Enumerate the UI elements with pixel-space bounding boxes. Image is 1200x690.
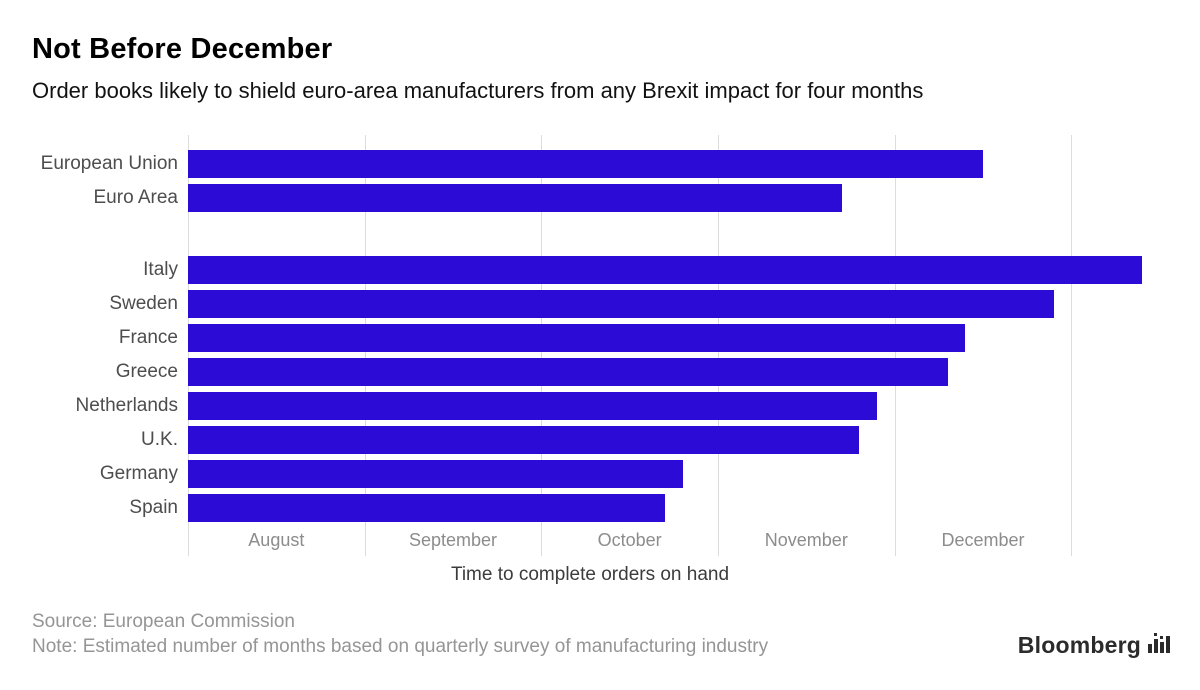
x-tick-label: August [248,530,305,550]
bar [188,494,665,522]
x-axis-title: Time to complete orders on hand [450,564,730,585]
bar-row: Italy [143,253,1172,287]
bar-row: Euro Area [94,181,1172,215]
category-label: Spain [129,497,178,518]
bloomberg-logo: Bloomberg [1018,632,1170,659]
bar-row: Netherlands [76,389,1172,423]
bar [188,426,860,454]
category-label: Italy [143,259,178,280]
bar [188,256,1142,284]
chart-subtitle: Order books likely to shield euro-area m… [32,78,924,103]
bar [188,150,983,178]
x-tick-label: October [597,530,662,550]
category-label: Netherlands [75,395,178,416]
gridline [1071,135,1073,556]
category-label: Sweden [109,293,178,314]
bloomberg-chart-icon [1148,632,1170,659]
source-line: Source: European Commission [32,611,295,632]
bar-row: Germany [100,457,1172,491]
bar-row: Sweden [109,287,1172,321]
category-label: Euro Area [93,187,179,208]
bar-row: Greece [116,355,1172,389]
category-label: France [118,327,178,348]
category-label: U.K. [141,429,178,450]
page-title: Not Before December [32,33,333,65]
bar [188,392,877,420]
note-line: Note: Estimated number of months based o… [32,636,769,657]
x-tick-label: November [764,530,848,550]
x-axis-tick-labels: August September October November December [188,525,1172,556]
bar-row: Spain [129,491,1172,525]
bar-rows: European Union Euro Area Italy Sweden France… [41,147,1172,525]
x-tick-label: September [408,530,498,550]
group-spacer [188,215,1172,253]
bar [188,358,948,386]
bar-chart: European Union Euro Area Italy Sweden France… [41,135,1172,556]
bar [188,184,842,212]
bar-row: U.K. [141,423,1172,457]
category-label: Greece [115,361,178,382]
x-tick-label: December [941,530,1025,550]
bar [188,324,966,352]
bloomberg-wordmark: Bloomberg [1017,632,1141,658]
bar-row: European Union [41,147,1172,181]
category-label: European Union [40,153,178,174]
bar [188,460,683,488]
category-label: Germany [99,463,178,484]
bar [188,290,1054,318]
bar-row: France [119,321,1172,355]
